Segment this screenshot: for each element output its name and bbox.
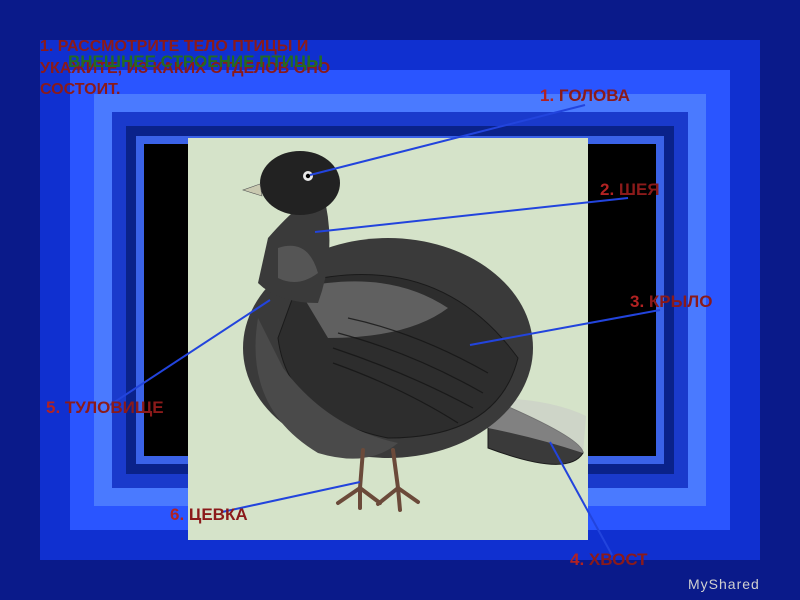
label-l3: 3. КРЫЛО xyxy=(630,292,712,312)
label-text: ЦЕВКА xyxy=(184,505,247,524)
watermark: MyShared xyxy=(688,576,760,592)
label-num: 1. xyxy=(540,86,554,105)
bird-svg xyxy=(188,138,588,540)
label-text: ХВОСТ xyxy=(584,550,647,569)
label-num: 6. xyxy=(170,505,184,524)
label-num: 5. xyxy=(46,398,60,417)
label-num: 2. xyxy=(600,180,614,199)
label-l4: 4. ХВОСТ xyxy=(570,550,648,570)
label-text: КРЫЛО xyxy=(644,292,712,311)
label-l2: 2. ШЕЯ xyxy=(600,180,660,200)
label-l6: 6. ЦЕВКА xyxy=(170,505,248,525)
label-l1: 1. ГОЛОВА xyxy=(540,86,630,106)
bird-illustration-box xyxy=(188,138,588,540)
label-num: 3. xyxy=(630,292,644,311)
label-text: ТУЛОВИЩЕ xyxy=(60,398,163,417)
label-text: ГОЛОВА xyxy=(554,86,630,105)
label-l5: 5. ТУЛОВИЩЕ xyxy=(46,398,164,418)
label-num: 4. xyxy=(570,550,584,569)
label-text: ШЕЯ xyxy=(614,180,659,199)
title-text: ВНЕШНЕЕ СТРОЕНИЕ ПТИЦЫ xyxy=(68,52,323,72)
